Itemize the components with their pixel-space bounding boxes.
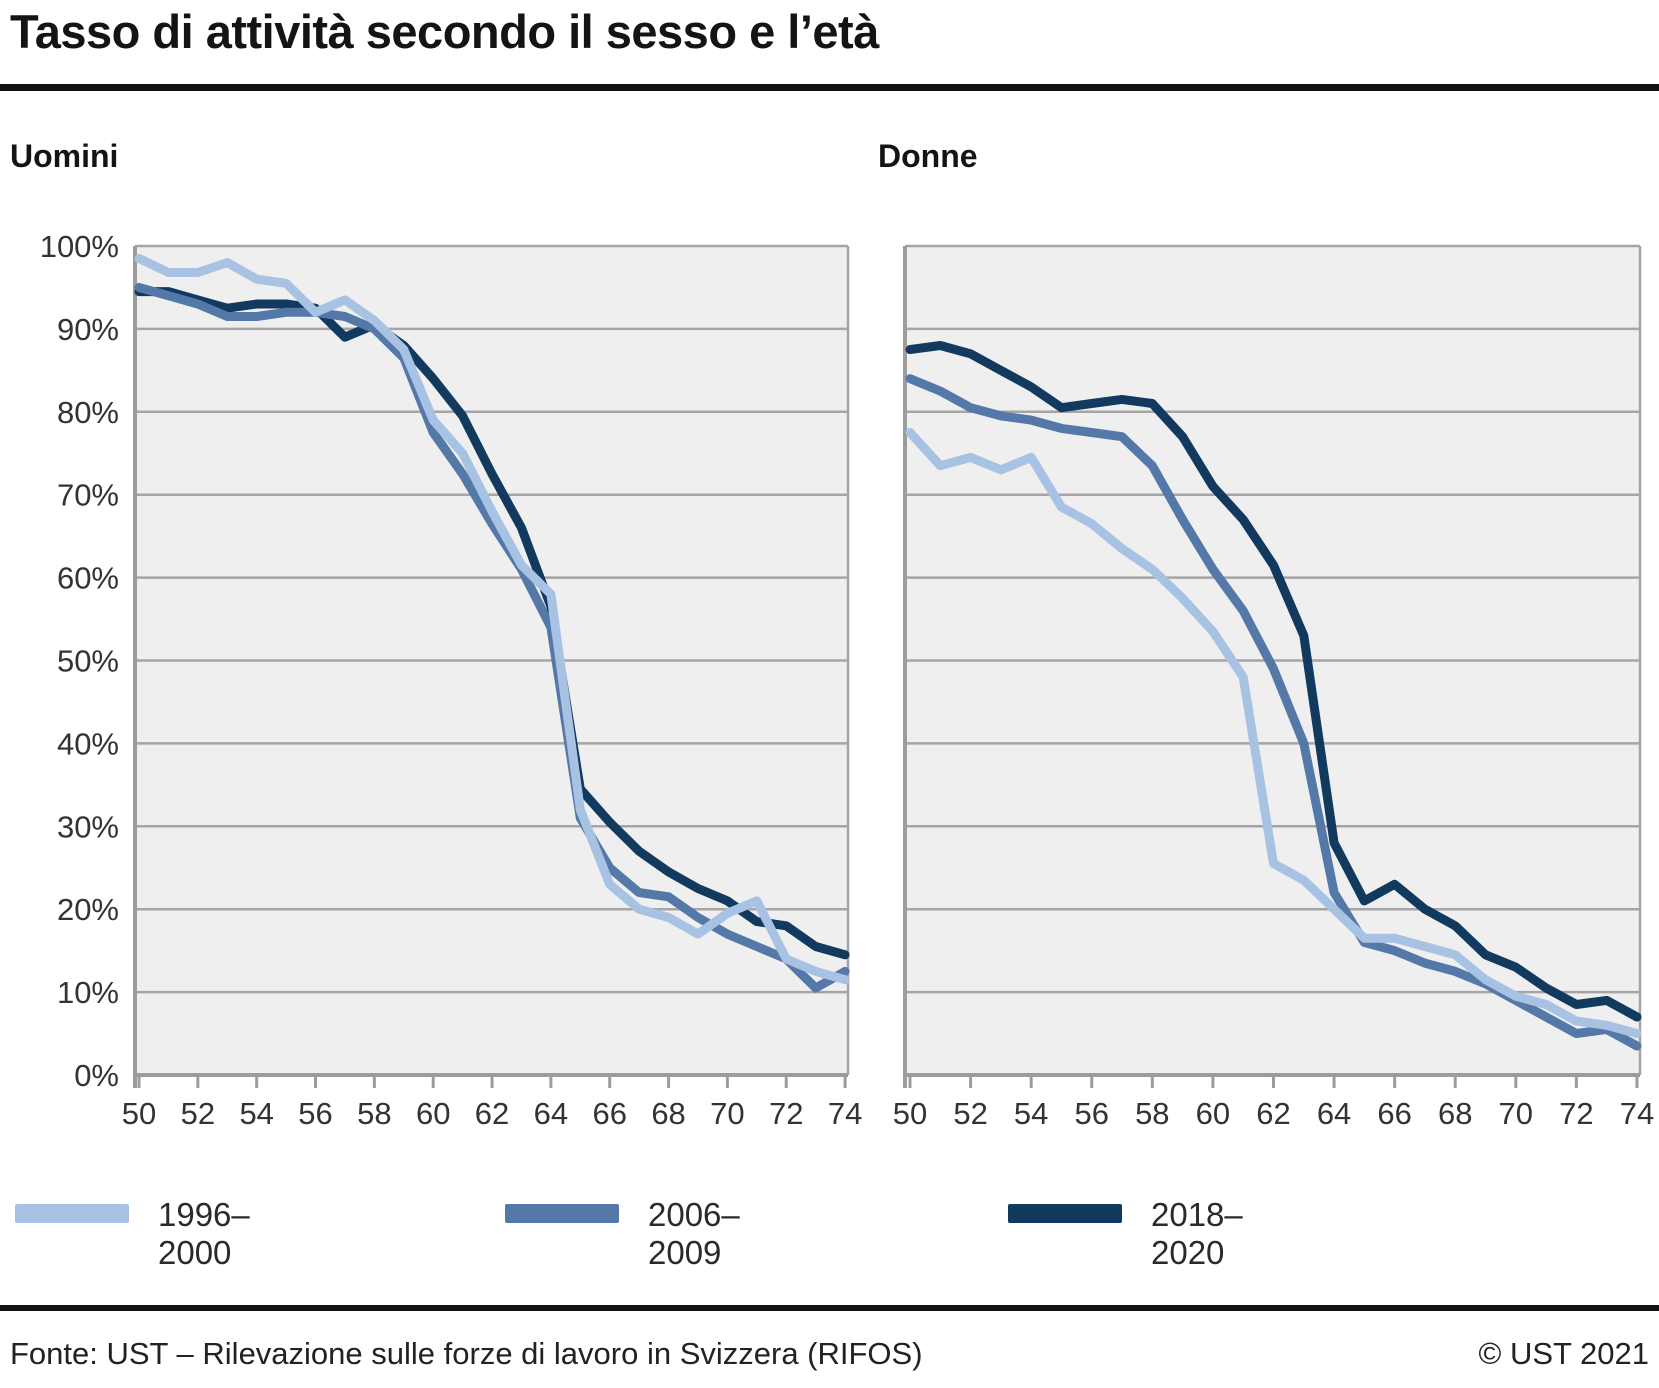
legend-swatch-1996-2000 [15, 1204, 129, 1223]
x-tick-label-donne: 70 [1499, 1096, 1533, 1131]
legend-label: 2006–2009 [648, 1196, 740, 1271]
y-tick-label: 50% [57, 644, 119, 679]
line-series-2018-2020-uomini [134, 287, 850, 960]
x-tick-label-donne: 68 [1438, 1096, 1472, 1131]
x-tick-label-donne: 74 [1620, 1096, 1654, 1131]
y-tick-label: 100% [40, 229, 119, 264]
line-series-2006-2009-uomini [134, 283, 850, 993]
copyright-note: © UST 2021 [1478, 1336, 1649, 1371]
y-tick-label: 80% [57, 395, 119, 430]
x-tick-label-uomini: 60 [416, 1096, 450, 1131]
x-tick-label-uomini: 64 [534, 1096, 568, 1131]
page-title: Tasso di attività secondo il sesso e l’e… [10, 5, 879, 58]
x-tick-label-donne: 58 [1135, 1096, 1169, 1131]
line-series-1996-2000-uomini [134, 253, 850, 985]
x-tick-label-donne: 50 [893, 1096, 927, 1131]
legend-swatch-2006-2009 [505, 1204, 619, 1223]
footer-divider [0, 1305, 1659, 1311]
y-tick-label: 70% [57, 478, 119, 513]
legend-label: 1996–2000 [158, 1196, 250, 1271]
x-tick-label-uomini: 52 [181, 1096, 215, 1131]
title-divider [0, 84, 1659, 91]
x-tick-label-uomini: 54 [239, 1096, 273, 1131]
x-tick-label-uomini: 72 [769, 1096, 803, 1131]
x-tick-label-uomini: 68 [651, 1096, 685, 1131]
x-tick-label-uomini: 70 [710, 1096, 744, 1131]
legend-swatch-2018-2020 [1008, 1204, 1122, 1223]
x-tick-label-uomini: 62 [475, 1096, 509, 1131]
line-series-1996-2000-donne [905, 428, 1642, 1038]
x-tick-label-uomini: 56 [298, 1096, 332, 1131]
y-tick-label: 60% [57, 561, 119, 596]
x-tick-label-donne: 56 [1074, 1096, 1108, 1131]
panel-title-donne: Donne [878, 138, 978, 174]
line-series-2018-2020-donne [905, 341, 1642, 1022]
y-tick-label: 90% [57, 312, 119, 347]
y-tick-label: 20% [57, 892, 119, 927]
x-tick-label-donne: 52 [953, 1096, 987, 1131]
x-tick-label-uomini: 50 [122, 1096, 156, 1131]
legend: 1996–2000 2006–2009 2018–2020 [0, 1196, 1659, 1271]
x-tick-label-donne: 72 [1559, 1096, 1593, 1131]
y-tick-label: 0% [74, 1058, 119, 1093]
x-tick-label-donne: 64 [1317, 1096, 1351, 1131]
x-tick-label-donne: 54 [1014, 1096, 1048, 1131]
y-tick-label: 40% [57, 726, 119, 761]
x-tick-label-donne: 60 [1196, 1096, 1230, 1131]
legend-label: 2018–2020 [1151, 1196, 1243, 1271]
x-tick-label-uomini: 66 [592, 1096, 626, 1131]
x-tick-label-donne: 66 [1377, 1096, 1411, 1131]
y-tick-label: 30% [57, 809, 119, 844]
y-tick-label: 10% [57, 975, 119, 1010]
panel-title-uomini: Uomini [10, 138, 119, 174]
x-tick-label-uomini: 74 [828, 1096, 862, 1131]
x-tick-label-uomini: 58 [357, 1096, 391, 1131]
source-note: Fonte: UST – Rilevazione sulle forze di … [10, 1336, 923, 1371]
x-tick-label-donne: 62 [1256, 1096, 1290, 1131]
